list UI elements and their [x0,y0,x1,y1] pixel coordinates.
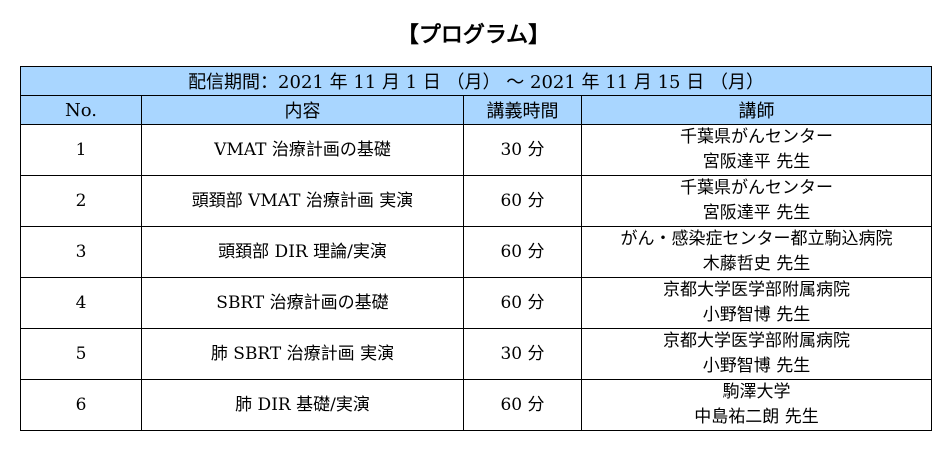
delivery-period: 配信期間：2021 年 11 月 1 日 （月） ～ 2021 年 11 月 1… [19,66,933,96]
row-lecturer: がん・感染症センター都立駒込病院 木藤哲史 先生 [580,226,933,278]
table-row: 2 頭頚部 VMAT 治療計画 実演 60 分 千葉県がんセンター 宮阪達平 先… [20,175,933,227]
row-number: 6 [20,379,142,431]
row-number: 1 [20,124,142,176]
header-lecturer: 講師 [580,95,933,125]
lecturer-name: 中島祐二朗 先生 [694,407,819,427]
table-row: 1 VMAT 治療計画の基礎 30 分 千葉県がんセンター 宮阪達平 先生 [20,124,933,176]
row-duration: 60 分 [463,175,582,227]
lecturer-name: 小野智博 先生 [702,356,811,376]
lecturer-affiliation: 京都大学医学部附属病院 [663,331,850,351]
lecturer-affiliation: 千葉県がんセンター [680,127,833,147]
lecturer-name: 宮阪達平 先生 [702,203,811,223]
header-duration: 講義時間 [463,95,582,125]
table-header-row: No. 内容 講義時間 講師 [20,95,933,125]
row-lecturer: 駒澤大学 中島祐二朗 先生 [580,379,933,431]
row-lecturer: 千葉県がんセンター 宮阪達平 先生 [580,124,933,176]
lecturer-name: 宮阪達平 先生 [702,152,811,172]
row-lecturer: 京都大学医学部附属病院 小野智博 先生 [580,328,933,380]
row-lecturer: 千葉県がんセンター 宮阪達平 先生 [580,175,933,227]
row-duration: 60 分 [463,277,582,329]
row-lecturer: 京都大学医学部附属病院 小野智博 先生 [580,277,933,329]
row-content: VMAT 治療計画の基礎 [141,124,464,176]
row-duration: 30 分 [463,328,582,380]
lecturer-affiliation: 千葉県がんセンター [680,178,833,198]
row-duration: 30 分 [463,124,582,176]
row-number: 2 [20,175,142,227]
row-duration: 60 分 [463,379,582,431]
row-content: 肺 SBRT 治療計画 実演 [141,328,464,380]
table-row: 6 肺 DIR 基礎/実演 60 分 駒澤大学 中島祐二朗 先生 [20,379,933,431]
header-no: No. [20,95,142,125]
lecturer-affiliation: がん・感染症センター都立駒込病院 [620,229,893,249]
period-row: 配信期間：2021 年 11 月 1 日 （月） ～ 2021 年 11 月 1… [19,66,933,96]
program-table: 配信期間：2021 年 11 月 1 日 （月） ～ 2021 年 11 月 1… [19,66,933,431]
table-row: 4 SBRT 治療計画の基礎 60 分 京都大学医学部附属病院 小野智博 先生 [20,277,933,329]
table-row: 3 頭頚部 DIR 理論/実演 60 分 がん・感染症センター都立駒込病院 木藤… [20,226,933,278]
row-number: 4 [20,277,142,329]
lecturer-affiliation: 駒澤大学 [722,382,791,402]
lecturer-affiliation: 京都大学医学部附属病院 [663,280,850,300]
page-title: 【プログラム】 [396,22,551,48]
row-number: 3 [20,226,142,278]
row-content: 頭頚部 DIR 理論/実演 [141,226,464,278]
lecturer-name: 木藤哲史 先生 [702,254,811,274]
row-content: 肺 DIR 基礎/実演 [141,379,464,431]
row-content: 頭頚部 VMAT 治療計画 実演 [141,175,464,227]
row-duration: 60 分 [463,226,582,278]
table-row: 5 肺 SBRT 治療計画 実演 30 分 京都大学医学部附属病院 小野智博 先… [20,328,933,380]
lecturer-name: 小野智博 先生 [702,305,811,325]
row-number: 5 [20,328,142,380]
row-content: SBRT 治療計画の基礎 [141,277,464,329]
header-content: 内容 [141,95,464,125]
